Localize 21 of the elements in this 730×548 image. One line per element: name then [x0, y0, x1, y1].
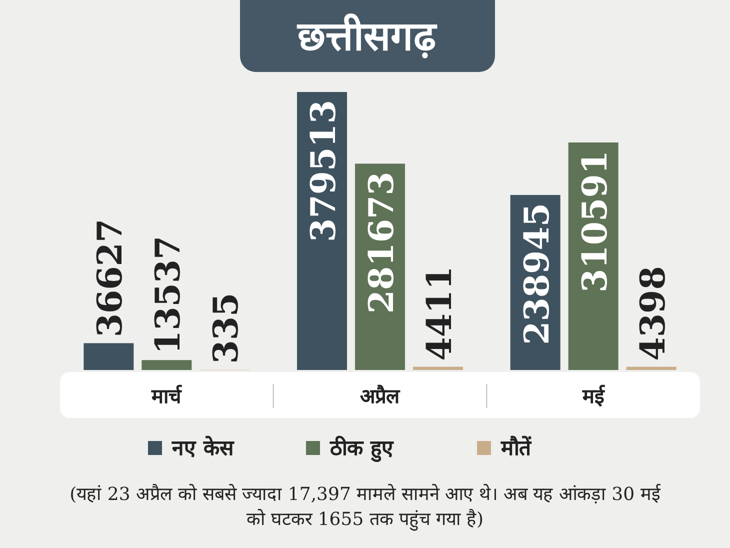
legend-label: ठीक हुए [329, 435, 394, 463]
data-label: 281673 [362, 172, 402, 314]
x-tick-label: मार्च [150, 384, 183, 408]
x-tick-label: अप्रैल [360, 384, 401, 408]
bar [413, 366, 463, 370]
data-label: 36627 [90, 218, 131, 338]
data-label: 4411 [420, 266, 460, 361]
data-label: 4398 [633, 266, 674, 361]
data-label: 335 [206, 292, 247, 364]
bar [626, 366, 676, 370]
data-label: 13537 [148, 236, 189, 354]
x-tick-label: मई [581, 384, 606, 408]
bar [84, 343, 134, 370]
chart-title: छत्तीसगढ़ [296, 13, 438, 60]
data-label: 379513 [304, 100, 344, 242]
legend-label: नए केस [171, 435, 234, 460]
bar [142, 360, 192, 370]
data-label: 238945 [517, 202, 558, 345]
data-label: 310591 [575, 150, 616, 292]
legend-label: मौतें [500, 435, 532, 460]
text: (यहां 23 अप्रैल को सबसे ज्यादा 17,397 मामले सामने आए थे। अब यह आंकड़ा 30 मई को घटकर 1655 तक पहुंच गया है) [68, 482, 662, 532]
